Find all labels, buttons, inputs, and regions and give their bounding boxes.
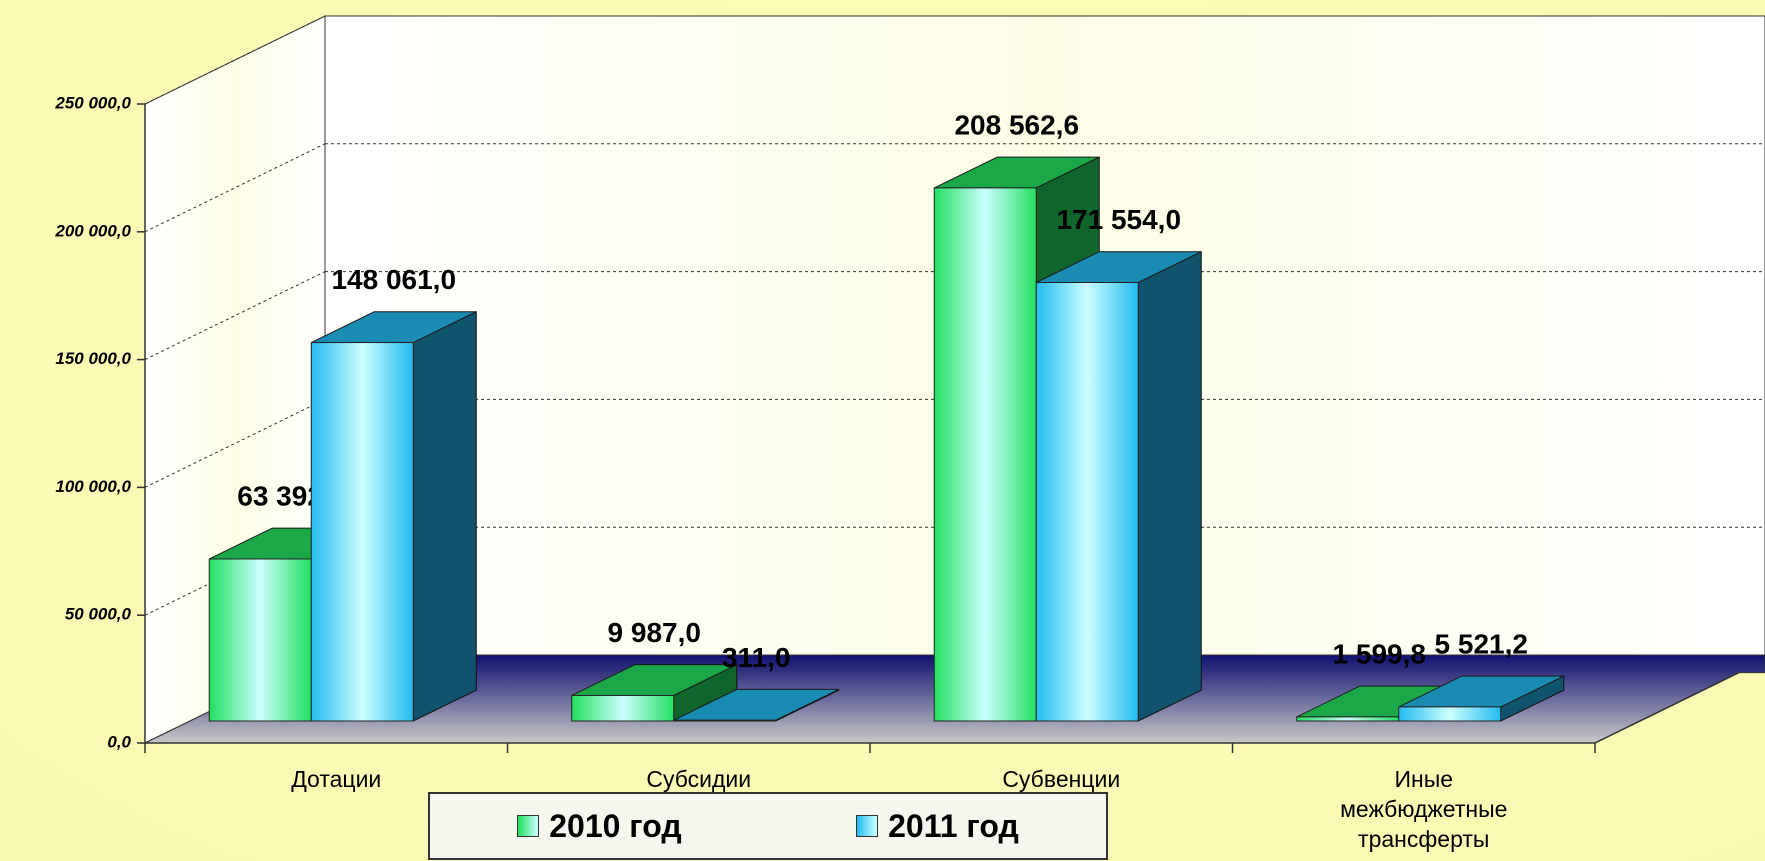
legend-swatch — [856, 815, 879, 837]
bar — [208, 558, 312, 722]
x-tick-label: Субсидии — [646, 766, 752, 792]
bar-side — [1137, 250, 1202, 722]
bar — [1035, 282, 1139, 722]
data-label: 311,0 — [722, 642, 791, 673]
data-label: 9 987,0 — [608, 617, 701, 648]
x-tick-label: Иные межбюджетные трансферты — [1340, 766, 1508, 852]
y-tick-label: 250 000,0 — [54, 93, 131, 112]
x-tick-label: Субвенции — [1002, 766, 1121, 792]
legend-label: 2010 год — [549, 807, 682, 844]
y-tick-label: 150 000,0 — [55, 349, 131, 368]
bar — [571, 694, 675, 722]
bar — [673, 719, 777, 722]
y-tick-label: 200 000,0 — [54, 221, 131, 240]
legend-label: 2011 год — [888, 807, 1019, 844]
data-label: 148 061,0 — [331, 264, 456, 295]
x-tick-label: Дотации — [291, 766, 382, 792]
data-label: 1 599,8 — [1333, 639, 1426, 670]
floor-edge — [1594, 671, 1740, 744]
data-label: 208 562,6 — [954, 110, 1079, 141]
bar — [1398, 706, 1502, 722]
bar — [1296, 716, 1400, 722]
bar — [933, 187, 1037, 722]
bar-side — [412, 310, 477, 722]
legend-swatch — [517, 815, 540, 837]
legend-entry: 2011 год — [856, 808, 1019, 845]
y-tick-label: 100 000,0 — [55, 477, 131, 496]
data-label: 5 521,2 — [1435, 628, 1528, 659]
y-tick-label: 50 000,0 — [65, 605, 132, 624]
legend-entry: 2010 год — [517, 807, 682, 845]
y-tick-label: 0,0 — [107, 732, 131, 751]
bar — [310, 342, 414, 722]
data-label: 171 554,0 — [1056, 204, 1181, 235]
legend: 2010 год 2011 год — [428, 792, 1108, 860]
